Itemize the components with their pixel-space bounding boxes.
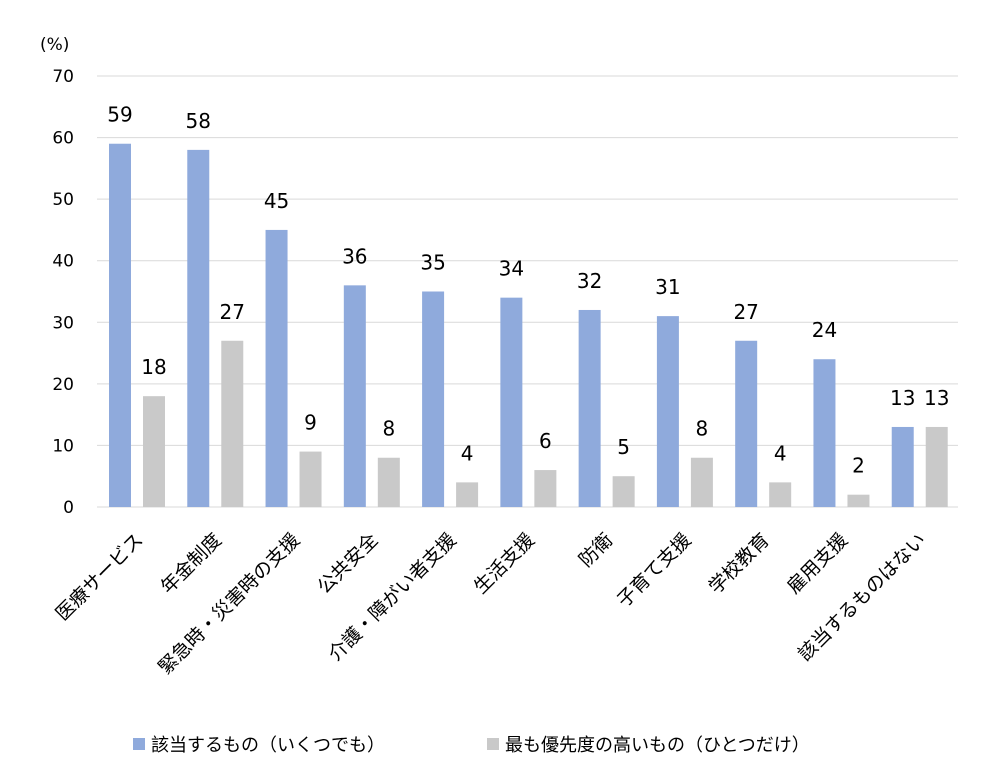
data-label: 8 — [382, 417, 395, 441]
data-label: 59 — [107, 103, 132, 127]
bar-applicable — [891, 426, 914, 507]
data-label: 18 — [141, 355, 166, 379]
data-label: 13 — [890, 386, 915, 410]
bar-top-priority — [612, 476, 635, 507]
bar-applicable — [500, 297, 523, 507]
data-label: 27 — [733, 300, 758, 324]
x-category-label: 緊急時・災害時の支援 — [154, 529, 304, 679]
data-label: 31 — [655, 275, 680, 299]
bar-top-priority — [299, 451, 322, 507]
bar-top-priority — [456, 482, 479, 507]
x-category-label: 生活支援 — [470, 529, 539, 598]
data-label: 45 — [264, 189, 289, 213]
data-label: 4 — [461, 441, 474, 465]
data-label: 58 — [186, 109, 211, 133]
bar-applicable — [265, 229, 288, 507]
data-label: 13 — [924, 386, 949, 410]
y-tick-label: 70 — [52, 67, 74, 87]
bar-applicable — [735, 340, 758, 507]
data-label: 34 — [499, 257, 524, 281]
bar-applicable — [422, 291, 445, 507]
x-category-label: 雇用支援 — [783, 529, 852, 598]
x-category-label: 公共安全 — [313, 529, 382, 598]
bar-top-priority — [143, 396, 165, 507]
data-label: 4 — [774, 441, 787, 465]
x-category-label: 防衛 — [575, 529, 617, 571]
bar-top-priority — [925, 426, 948, 507]
bar-top-priority — [769, 482, 792, 507]
data-label: 27 — [220, 300, 245, 324]
bar-top-priority — [221, 340, 244, 507]
y-tick-label: 50 — [52, 190, 74, 210]
x-category-label: 介護・障がい者支援 — [324, 529, 460, 665]
legend: 該当するもの（いくつでも） 最も優先度の高いもの（ひとつだけ） — [133, 735, 810, 756]
legend-swatch — [487, 738, 499, 750]
data-label: 8 — [696, 417, 709, 441]
bar-applicable — [813, 359, 836, 507]
data-label: 2 — [852, 454, 865, 478]
legend-label: 該当するもの（いくつでも） — [151, 735, 385, 756]
legend-swatch — [133, 738, 145, 750]
bar-top-priority — [377, 457, 400, 507]
x-category-label: 該当するものはない — [794, 529, 930, 665]
bar-top-priority — [847, 494, 870, 507]
bar-top-priority — [534, 470, 557, 507]
y-tick-label: 20 — [52, 375, 74, 395]
data-label: 32 — [577, 269, 602, 293]
bar-applicable — [343, 285, 366, 507]
data-label: 24 — [812, 318, 837, 342]
data-label: 6 — [539, 429, 552, 453]
x-category-label: 学校教育 — [705, 529, 774, 598]
y-tick-label: 40 — [52, 252, 74, 272]
bar-applicable — [656, 316, 679, 507]
y-tick-label: 0 — [63, 498, 74, 518]
data-label: 9 — [304, 411, 317, 435]
y-axis-unit: (%) — [40, 35, 69, 55]
x-category-label: 医療サービス — [51, 529, 147, 625]
bar-applicable — [109, 143, 131, 507]
x-category-label: 子育て支援 — [613, 529, 696, 612]
data-label: 5 — [617, 435, 630, 459]
data-label: 35 — [420, 251, 445, 275]
y-tick-label: 10 — [52, 436, 74, 456]
data-label: 36 — [342, 244, 367, 268]
bar-applicable — [578, 309, 601, 507]
y-tick-label: 60 — [52, 129, 74, 149]
x-category-label: 年金制度 — [157, 529, 226, 598]
bar-top-priority — [690, 457, 713, 507]
y-tick-label: 30 — [52, 313, 74, 333]
bar-applicable — [187, 149, 210, 507]
legend-label: 最も優先度の高いもの（ひとつだけ） — [505, 735, 810, 756]
